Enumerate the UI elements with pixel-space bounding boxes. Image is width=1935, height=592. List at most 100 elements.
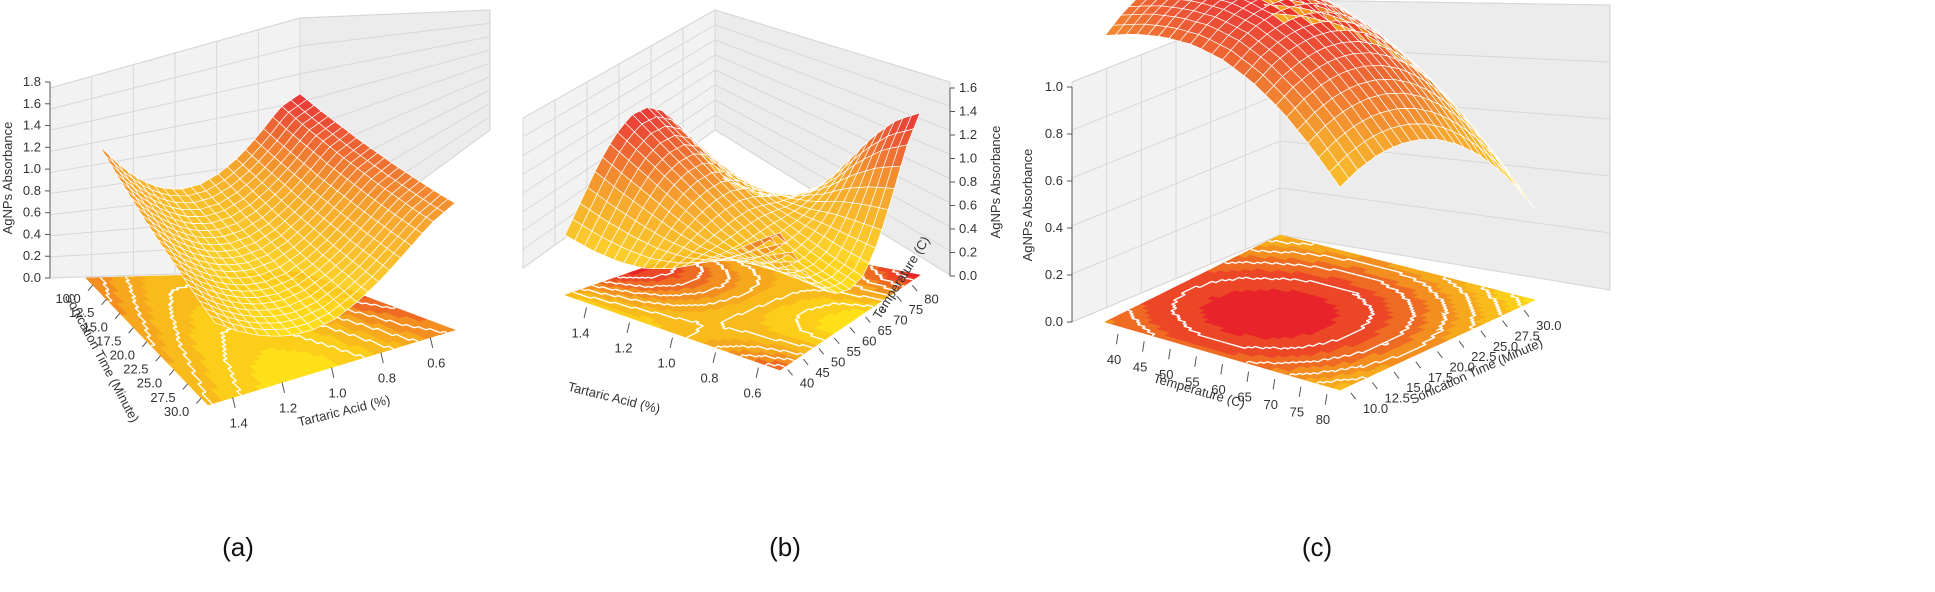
z-tick-label: 1.0 (959, 151, 977, 166)
contour-line (362, 302, 367, 305)
contour-line (374, 341, 378, 345)
contour-line (370, 327, 374, 331)
contour-line (694, 303, 699, 307)
contour-line (648, 311, 653, 314)
contour-line (351, 321, 355, 324)
contour-line (349, 320, 353, 323)
contour-line (174, 329, 178, 333)
contour-line (377, 327, 381, 331)
contour-line (845, 303, 849, 306)
contour-line (124, 276, 128, 280)
contour-line (883, 279, 887, 282)
contour-line (694, 277, 698, 281)
z-axis-label: AgNPs Absorbance (0, 122, 15, 235)
contour-line (869, 296, 873, 299)
contour-line (399, 323, 403, 327)
contour-line (909, 278, 914, 281)
contour-line (870, 268, 875, 271)
contour-line (811, 307, 815, 311)
contour-line (651, 293, 655, 296)
contour-line (229, 374, 233, 378)
panel-c: 0.0 0.2 0.4 0.6 0.8 1.0 AgNPs Absorbance 40 45 50… (1010, 0, 1935, 592)
contour-line (819, 289, 823, 292)
contour-line (141, 317, 145, 321)
contour-line (384, 345, 389, 349)
contour-line (801, 289, 805, 293)
contour-line (771, 364, 776, 367)
contour-line (656, 284, 661, 288)
y-tick-mark (880, 306, 887, 313)
contour-line (777, 297, 781, 300)
contour-line (701, 270, 705, 273)
contour-line (715, 300, 719, 304)
x-tick-mark (281, 382, 285, 394)
contour-line (303, 337, 307, 341)
contour-line (735, 329, 740, 332)
contour-line (687, 292, 691, 296)
contour-line (890, 282, 895, 285)
contour-line (735, 344, 740, 348)
contour-line (384, 331, 388, 334)
z-tick-label: 0.0 (959, 268, 977, 283)
contour-line (778, 338, 783, 342)
z-tick-label: 0.6 (959, 198, 977, 213)
contour-line (716, 263, 721, 266)
contour-line (139, 315, 143, 319)
x-tick-label: 0.8 (378, 371, 396, 386)
contour-line (354, 322, 358, 325)
contour-line (201, 392, 205, 396)
contour-line (648, 285, 652, 289)
contour-line (628, 298, 633, 301)
contour-line (664, 303, 668, 306)
contour-line (796, 291, 800, 294)
contour-line (751, 345, 756, 349)
contour-line (765, 362, 769, 366)
z-tick-label: 0.0 (23, 270, 41, 285)
contour-line (672, 284, 676, 287)
y-tick-label: 55 (846, 344, 860, 359)
contour-line (893, 283, 898, 286)
contour-line (638, 292, 643, 295)
contour-line (131, 296, 135, 300)
contour-line (689, 320, 694, 324)
contour-line (376, 343, 380, 346)
contour-line (365, 339, 370, 342)
contour-line (776, 338, 780, 342)
contour-line (587, 288, 592, 292)
contour-line (377, 304, 381, 308)
contour-line (777, 363, 782, 367)
contour-line (360, 337, 364, 341)
pane-gridline (714, 54, 951, 155)
contour-line (429, 327, 433, 331)
contour-line (641, 300, 646, 304)
contour-line (231, 381, 235, 385)
contour-line (581, 288, 586, 292)
contour-line (618, 289, 623, 293)
contour-line (879, 284, 884, 287)
contour-line (443, 330, 448, 334)
contour-line (599, 286, 603, 289)
contour-line (765, 336, 770, 340)
contour-line (624, 305, 629, 308)
contour-line (628, 290, 633, 294)
z-tick-label: 0.8 (959, 174, 977, 189)
contour-line (412, 338, 416, 341)
contour-line (745, 291, 749, 295)
contour-line (697, 276, 701, 280)
contour-line (688, 303, 693, 307)
contour-line (434, 330, 438, 333)
contour-line (748, 308, 752, 312)
contour-line (656, 274, 660, 277)
contour-line (744, 330, 749, 333)
z-tick-label: 0.4 (23, 226, 41, 241)
contour-line (665, 314, 670, 318)
contour-line (203, 394, 207, 398)
contour-line (668, 315, 673, 319)
contour-line (647, 300, 652, 304)
contour-line (666, 284, 670, 287)
contour-line (758, 334, 763, 338)
contour-line (886, 287, 891, 291)
contour-line (774, 356, 778, 360)
contour-line (734, 295, 738, 299)
